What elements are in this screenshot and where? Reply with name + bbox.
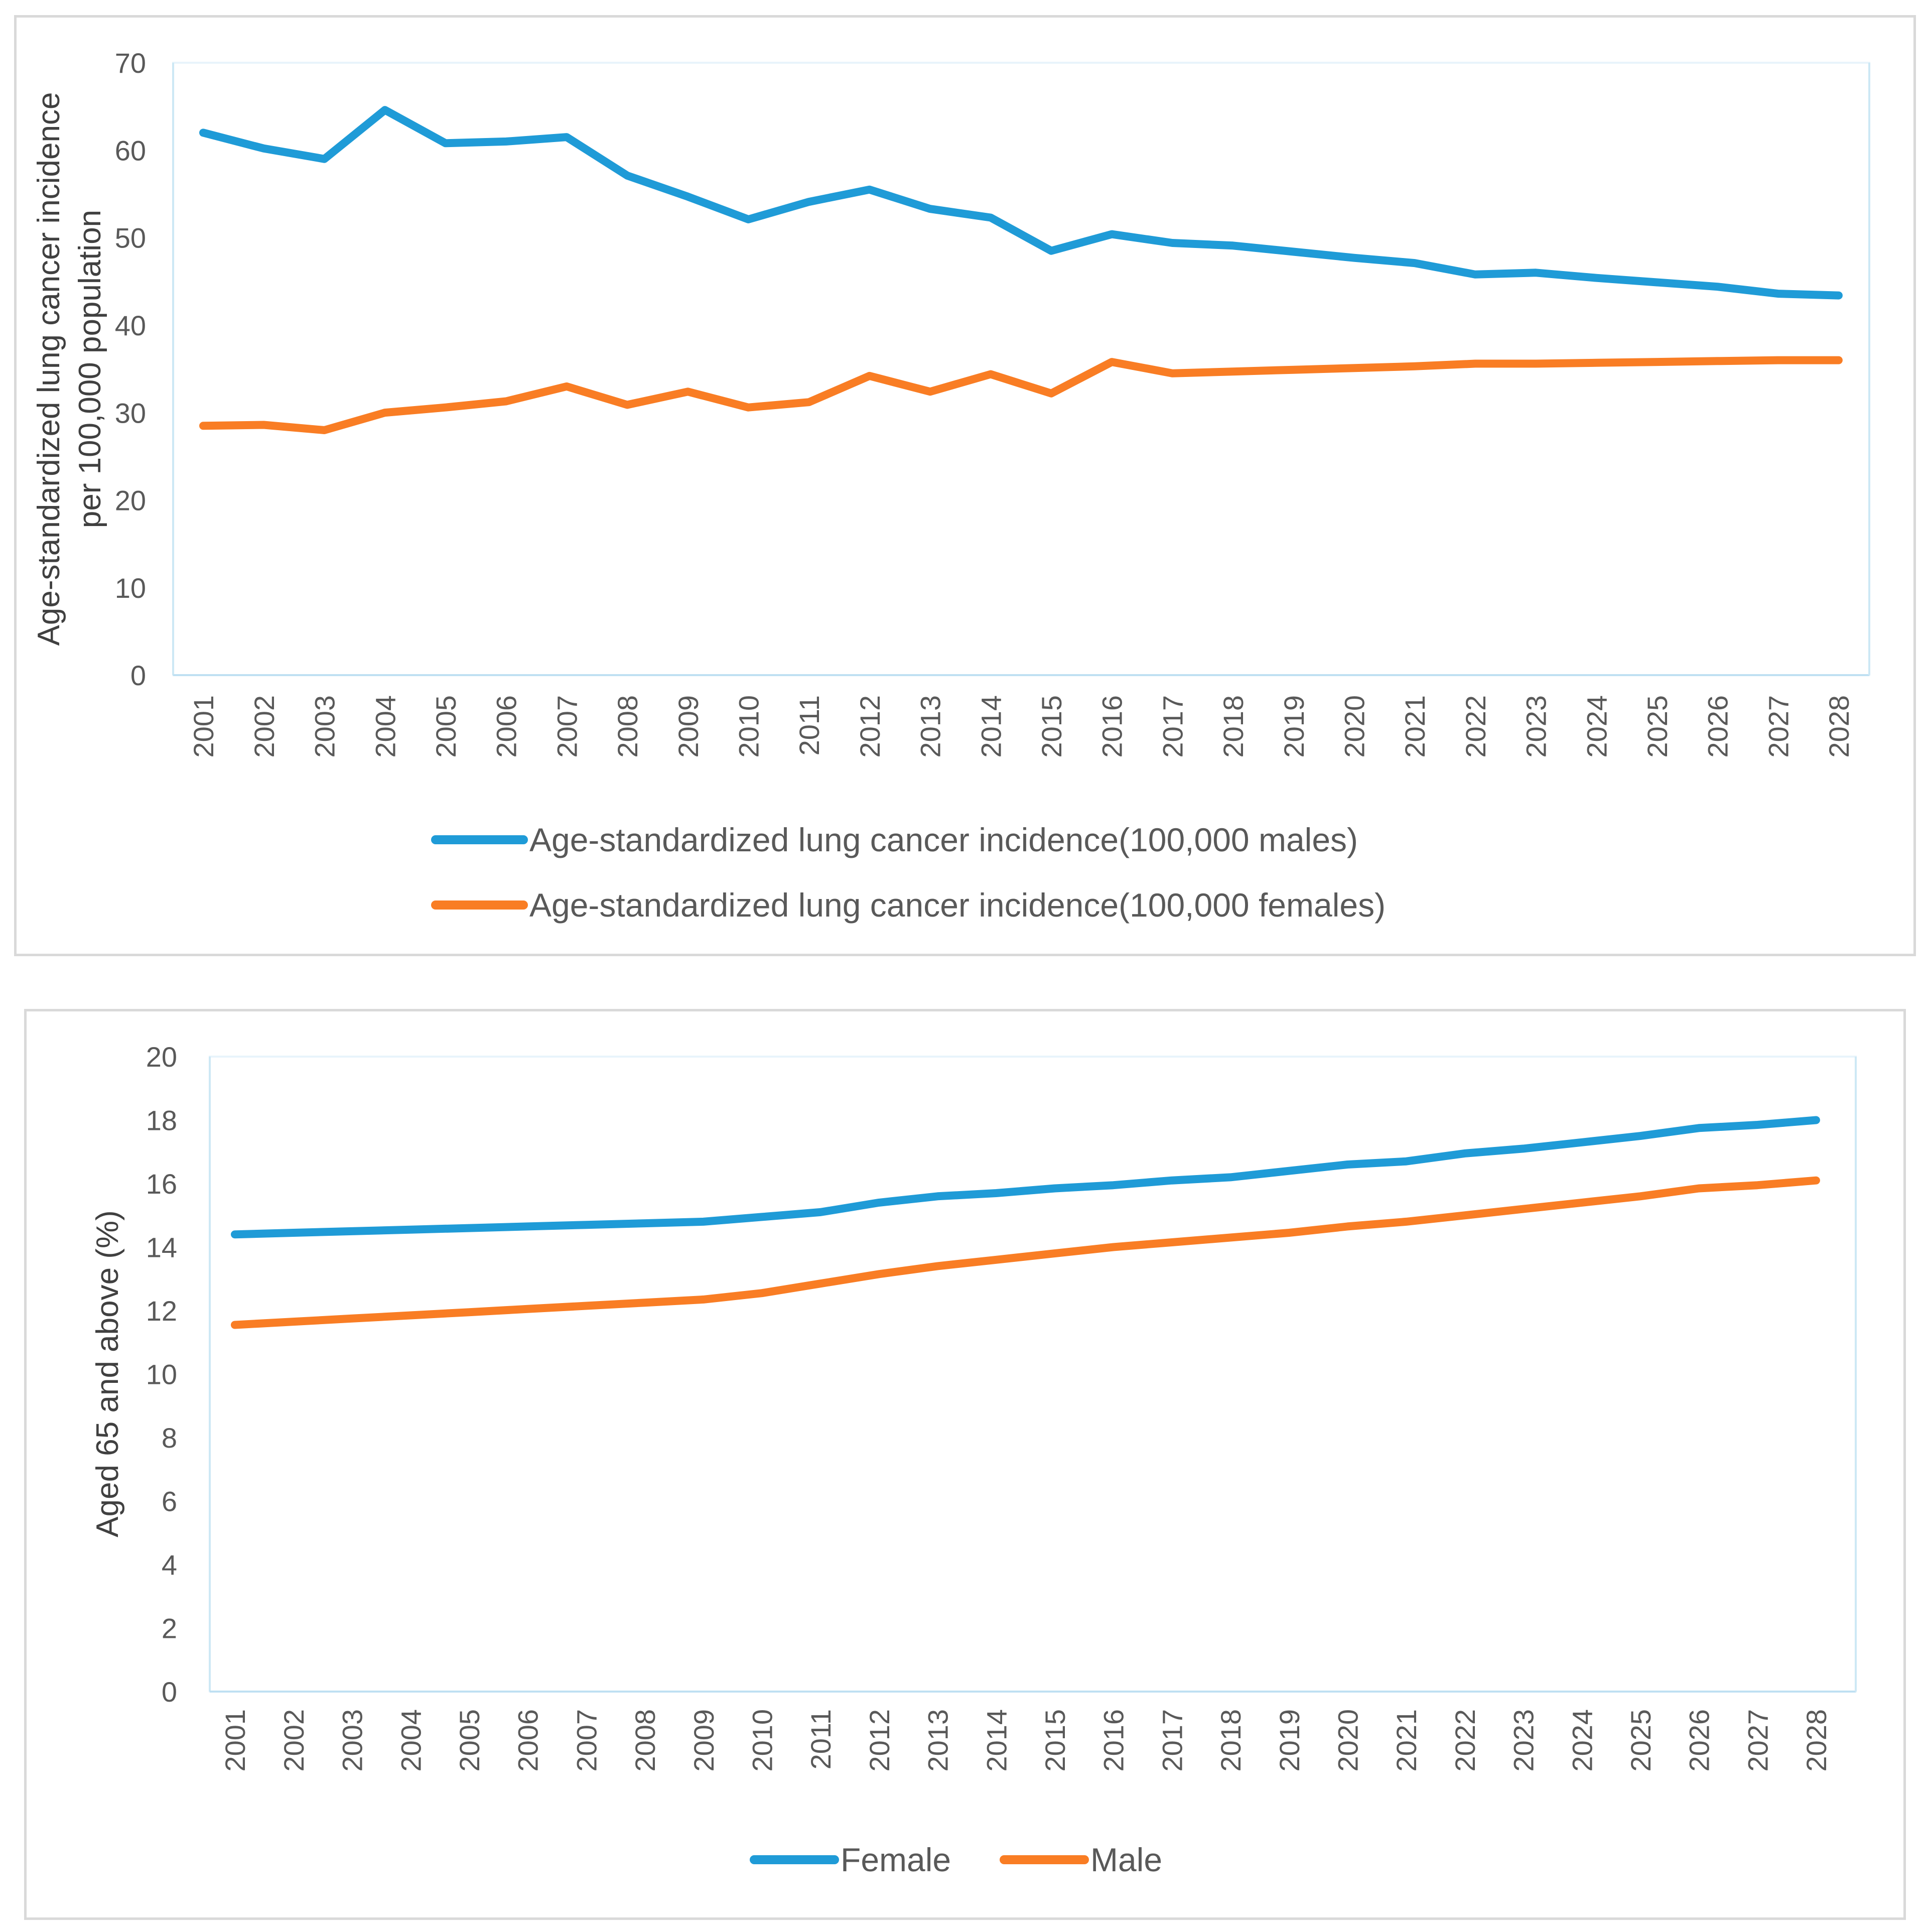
x-tick-label: 2012	[864, 1709, 895, 1772]
x-tick-label: 2027	[1742, 1709, 1773, 1772]
x-tick-label: 2024	[1566, 1709, 1598, 1772]
y-tick-label: 70	[115, 47, 146, 79]
x-tick-label: 2010	[746, 1709, 778, 1772]
x-tick-label: 2024	[1581, 695, 1612, 758]
x-tick-label: 2023	[1521, 695, 1552, 758]
x-tick-label: 2019	[1278, 695, 1310, 758]
x-tick-label: 2015	[1036, 695, 1067, 758]
x-tick-label: 2025	[1625, 1709, 1657, 1772]
legend-label: Age-standardized lung cancer incidence(1…	[529, 821, 1358, 858]
y-tick-label: 4	[162, 1549, 177, 1581]
x-tick-label: 2003	[337, 1709, 368, 1772]
x-tick-label: 2025	[1641, 695, 1673, 758]
x-tick-label: 2004	[395, 1709, 427, 1772]
y-tick-label: 18	[146, 1105, 177, 1136]
y-tick-label: 10	[146, 1359, 177, 1390]
x-tick-label: 2001	[188, 695, 219, 758]
x-tick-label: 2008	[612, 695, 643, 758]
x-tick-label: 2007	[551, 695, 583, 758]
x-tick-label: 2009	[688, 1709, 720, 1772]
x-tick-label: 2001	[219, 1709, 251, 1772]
x-tick-label: 2009	[672, 695, 704, 758]
series-line-orange	[231, 1176, 1820, 1329]
x-tick-label: 2002	[248, 695, 280, 758]
x-tick-label: 2015	[1039, 1709, 1071, 1772]
x-tick-label: 2007	[571, 1709, 602, 1772]
x-tick-label: 2022	[1449, 1709, 1481, 1772]
x-tick-label: 2006	[491, 695, 522, 758]
x-tick-label: 2002	[278, 1709, 310, 1772]
x-tick-label: 2016	[1096, 695, 1128, 758]
y-tick-label: 40	[115, 310, 146, 341]
x-tick-label: 2018	[1215, 1709, 1247, 1772]
x-tick-label: 2005	[454, 1709, 485, 1772]
bottom-chart-panel: 0 2 4 6 8 10 12 14 16 18 20 2001 2002 2003 2004 2005 200…	[24, 1009, 1906, 1920]
x-tick-label: 2026	[1702, 695, 1734, 758]
x-tick-label: 2017	[1157, 695, 1188, 758]
y-tick-label: 0	[130, 660, 146, 691]
x-tick-label: 2021	[1399, 695, 1431, 758]
x-tick-label: 2020	[1338, 695, 1370, 758]
legend-label: Age-standardized lung cancer incidence(1…	[529, 886, 1386, 924]
x-tick-label: 2017	[1156, 1709, 1188, 1772]
y-tick-label: 6	[162, 1486, 177, 1517]
x-tick-label: 2006	[512, 1709, 544, 1772]
plot-area	[209, 1056, 1857, 1693]
x-tick-label: 2027	[1762, 695, 1794, 758]
x-tick-label: 2021	[1391, 1709, 1422, 1772]
x-tick-label: 2018	[1217, 695, 1249, 758]
y-tick-label: 20	[146, 1041, 177, 1073]
y-axis-title: per 100,000 population	[73, 210, 107, 528]
x-tick-label: 2011	[805, 1709, 837, 1769]
y-tick-label: 2	[162, 1613, 177, 1644]
y-axis-title: Age-standardized lung cancer incidence	[32, 92, 66, 646]
y-tick-label: 30	[115, 397, 146, 429]
x-tick-label: 2005	[430, 695, 462, 758]
top-chart-panel: 0 10 20 30 40 50 60 70 2001 2002 2003 2004 2005 2006 2…	[14, 15, 1916, 956]
y-tick-label: 10	[115, 572, 146, 604]
y-tick-label: 50	[115, 222, 146, 254]
y-tick-label: 14	[146, 1232, 177, 1263]
y-tick-label: 8	[162, 1422, 177, 1454]
aged-65-chart: 0 2 4 6 8 10 12 14 16 18 20 2001 2002 2003 2004 2005 200…	[90, 1041, 1857, 1878]
y-tick-label: 16	[146, 1168, 177, 1200]
x-tick-label: 2028	[1801, 1709, 1832, 1772]
x-tick-label: 2016	[1098, 1709, 1130, 1772]
x-tick-label: 2012	[854, 695, 886, 758]
x-tick-label: 2014	[981, 1709, 1012, 1772]
x-tick-label: 2011	[793, 695, 825, 755]
x-tick-label: 2003	[309, 695, 341, 758]
x-tick-label: 2013	[915, 695, 946, 758]
y-axis-title: Aged 65 and above (%)	[90, 1210, 125, 1537]
series-line-blue	[199, 106, 1843, 300]
x-tick-label: 2020	[1332, 1709, 1363, 1772]
y-tick-label: 20	[115, 485, 146, 517]
legend-label: Male	[1090, 1841, 1162, 1878]
y-tick-label: 60	[115, 135, 146, 166]
y-tick-label: 0	[162, 1676, 177, 1708]
series-line-blue	[231, 1116, 1820, 1239]
lung-cancer-incidence-chart: 0 10 20 30 40 50 60 70 2001 2002 2003 2004 2005 2006 2…	[32, 47, 1870, 924]
x-tick-label: 2026	[1684, 1709, 1715, 1772]
x-tick-label: 2010	[733, 695, 764, 758]
x-tick-label: 2019	[1274, 1709, 1305, 1772]
x-tick-label: 2004	[369, 695, 401, 758]
series-line-orange	[199, 356, 1843, 434]
plot-area	[172, 62, 1870, 676]
x-tick-label: 2022	[1460, 695, 1491, 758]
x-tick-label: 2013	[922, 1709, 954, 1772]
y-tick-label: 12	[146, 1295, 177, 1327]
x-tick-label: 2028	[1823, 695, 1855, 758]
x-tick-label: 2008	[629, 1709, 661, 1772]
x-tick-label: 2014	[975, 695, 1007, 758]
legend-label: Female	[841, 1841, 951, 1878]
x-tick-label: 2023	[1508, 1709, 1540, 1772]
